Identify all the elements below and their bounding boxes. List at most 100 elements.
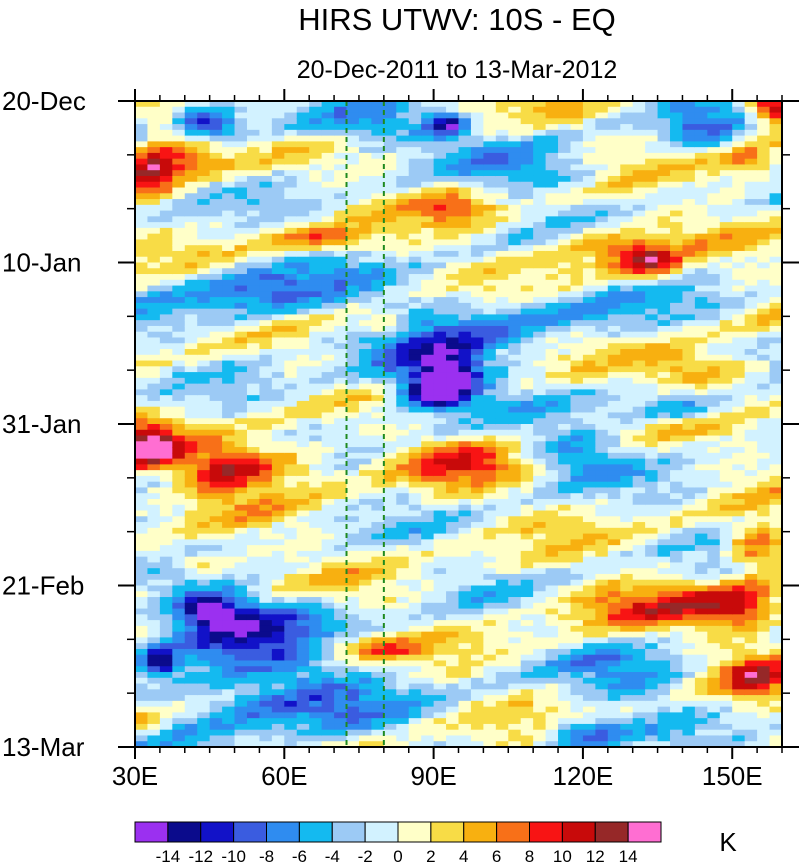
heatmap-cell — [645, 170, 659, 177]
heatmap-cell — [147, 389, 161, 396]
heatmap-cell — [545, 510, 559, 517]
heatmap-cell — [246, 654, 261, 662]
heatmap-cell — [620, 452, 634, 460]
heatmap-cell — [383, 314, 397, 321]
heatmap-cell — [334, 498, 348, 506]
heatmap-cell — [508, 112, 522, 119]
heatmap-cell — [657, 516, 671, 523]
heatmap-cell — [234, 475, 248, 483]
heatmap-cell — [321, 424, 335, 431]
heatmap-cell — [147, 372, 161, 379]
heatmap-cell — [184, 158, 198, 166]
heatmap-cell — [271, 470, 285, 477]
heatmap-cell — [433, 533, 447, 540]
heatmap-cell — [408, 216, 422, 223]
heatmap-cell — [657, 602, 671, 610]
heatmap-cell — [620, 106, 634, 114]
heatmap-cell — [209, 718, 223, 725]
heatmap-cell — [657, 533, 671, 540]
heatmap-cell — [682, 250, 696, 258]
heatmap-cell — [172, 418, 186, 425]
heatmap-cell — [209, 147, 223, 154]
heatmap-cell — [607, 631, 621, 639]
heatmap-cell — [495, 660, 509, 667]
heatmap-cell — [458, 729, 472, 737]
heatmap-cell — [632, 331, 646, 339]
heatmap-cell — [632, 158, 646, 166]
heatmap-cell — [670, 297, 684, 304]
heatmap-cell — [197, 677, 211, 685]
heatmap-cell — [582, 441, 596, 448]
heatmap-cell — [159, 735, 173, 742]
heatmap-cell — [321, 395, 335, 402]
heatmap-cell — [508, 660, 522, 667]
heatmap-cell — [682, 297, 696, 304]
heatmap-cell — [197, 585, 211, 592]
heatmap-cell — [607, 562, 621, 569]
heatmap-cell — [458, 562, 472, 569]
heatmap-cell — [632, 349, 646, 356]
heatmap-cell — [433, 481, 447, 489]
heatmap-cell — [222, 164, 236, 171]
heatmap-cell — [184, 331, 198, 339]
heatmap-cell — [135, 475, 149, 483]
heatmap-cell — [197, 441, 211, 448]
heatmap-cell — [135, 660, 149, 667]
heatmap-cell — [620, 562, 634, 569]
heatmap-cell — [408, 256, 422, 264]
heatmap-cell — [458, 591, 472, 598]
heatmap-cell — [296, 516, 310, 523]
heatmap-cell — [222, 250, 236, 258]
heatmap-cell — [645, 418, 659, 425]
heatmap-cell — [533, 452, 547, 460]
heatmap-cell — [632, 539, 646, 546]
heatmap-cell — [470, 706, 484, 713]
heatmap-cell — [508, 233, 522, 241]
heatmap-cell — [383, 516, 397, 523]
heatmap-cell — [458, 141, 472, 148]
heatmap-cell — [346, 562, 360, 569]
heatmap-cell — [670, 101, 684, 108]
heatmap-cell — [483, 533, 497, 540]
heatmap-cell — [209, 510, 223, 517]
heatmap-cell — [396, 700, 410, 708]
heatmap-cell — [159, 250, 173, 258]
heatmap-cell — [222, 354, 236, 362]
heatmap-cell — [159, 216, 173, 223]
heatmap-cell — [446, 147, 460, 154]
heatmap-cell — [209, 297, 223, 304]
heatmap-cell — [371, 250, 385, 258]
heatmap-cell — [309, 718, 323, 725]
heatmap-cell — [433, 666, 447, 673]
heatmap-cell — [383, 695, 397, 702]
heatmap-cell — [321, 101, 335, 108]
heatmap-cell — [396, 579, 410, 587]
heatmap-cell — [458, 187, 472, 194]
heatmap-cell — [371, 712, 385, 719]
heatmap-cell — [234, 302, 248, 310]
heatmap-cell — [197, 279, 211, 287]
heatmap-cell — [259, 585, 273, 592]
heatmap-cell — [645, 723, 659, 731]
heatmap-cell — [607, 712, 621, 719]
heatmap-cell — [259, 199, 273, 206]
heatmap-cell — [607, 660, 621, 667]
heatmap-cell — [620, 475, 634, 483]
heatmap-cell — [582, 533, 596, 540]
heatmap-cell — [632, 175, 646, 183]
heatmap-cell — [197, 170, 211, 177]
heatmap-cell — [172, 516, 186, 523]
heatmap-cell — [222, 475, 236, 483]
heatmap-cell — [533, 458, 547, 465]
heatmap-cell — [446, 735, 460, 742]
heatmap-cell — [446, 666, 460, 673]
heatmap-cell — [321, 372, 335, 379]
heatmap-cell — [371, 481, 385, 489]
heatmap-cell — [421, 366, 435, 373]
heatmap-cell — [520, 504, 534, 512]
heatmap-cell — [383, 470, 397, 477]
heatmap-cell — [470, 418, 484, 425]
heatmap-cell — [209, 666, 223, 673]
heatmap-cell — [309, 233, 323, 241]
heatmap-cell — [533, 660, 547, 667]
